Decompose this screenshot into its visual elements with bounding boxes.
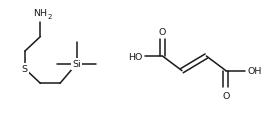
Text: OH: OH (247, 67, 262, 75)
Text: NH: NH (34, 9, 48, 18)
Text: S: S (22, 65, 28, 74)
Text: O: O (222, 91, 230, 100)
Text: O: O (159, 27, 166, 36)
Text: 2: 2 (47, 14, 52, 20)
Text: HO: HO (129, 52, 143, 61)
Text: Si: Si (72, 60, 81, 69)
